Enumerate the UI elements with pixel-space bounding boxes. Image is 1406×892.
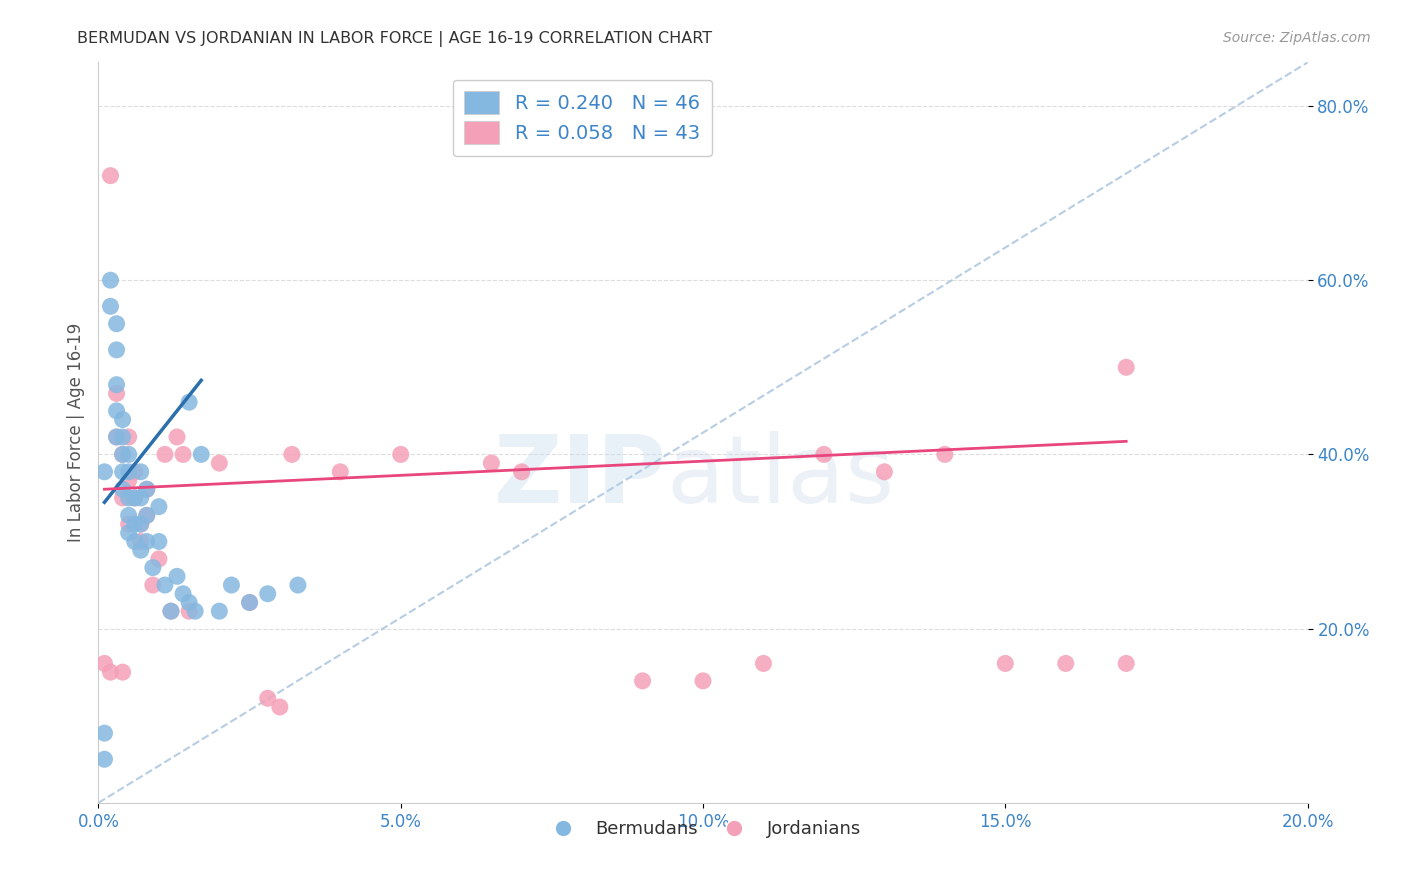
Point <box>129 465 152 479</box>
Point <box>105 404 128 418</box>
Point <box>179 395 201 409</box>
Point <box>1054 657 1077 671</box>
Point <box>118 474 141 488</box>
Point <box>100 299 122 313</box>
Point <box>118 525 141 540</box>
Point <box>208 456 231 470</box>
Point <box>142 560 165 574</box>
Point <box>118 430 141 444</box>
Point <box>172 447 194 461</box>
Point <box>118 517 141 532</box>
Point <box>752 657 775 671</box>
Point <box>124 491 146 505</box>
Point <box>129 543 152 558</box>
Point <box>287 578 309 592</box>
Point <box>118 447 141 461</box>
Point <box>148 500 170 514</box>
Point <box>239 595 262 609</box>
Text: ZIP: ZIP <box>494 431 666 523</box>
Point <box>124 465 146 479</box>
Point <box>166 430 188 444</box>
Point <box>813 447 835 461</box>
Point <box>111 447 134 461</box>
Point <box>129 491 152 505</box>
Point <box>111 412 134 426</box>
Point <box>148 552 170 566</box>
Point <box>135 534 157 549</box>
Y-axis label: In Labor Force | Age 16-19: In Labor Force | Age 16-19 <box>66 323 84 542</box>
Point <box>100 273 122 287</box>
Point <box>111 491 134 505</box>
Point <box>124 517 146 532</box>
Point <box>111 447 134 461</box>
Point <box>93 752 115 766</box>
Point <box>135 482 157 496</box>
Point <box>111 482 134 496</box>
Point <box>135 482 157 496</box>
Point <box>100 169 122 183</box>
Point <box>124 491 146 505</box>
Point <box>873 465 896 479</box>
Point <box>256 587 278 601</box>
Point <box>93 465 115 479</box>
Point <box>129 517 152 532</box>
Point <box>221 578 243 592</box>
Point <box>142 578 165 592</box>
Point <box>481 456 503 470</box>
Point <box>281 447 304 461</box>
Text: atlas: atlas <box>666 431 896 523</box>
Point <box>1115 360 1137 375</box>
Point <box>111 665 134 680</box>
Point <box>329 465 352 479</box>
Point <box>105 377 128 392</box>
Point <box>100 665 122 680</box>
Point <box>1115 657 1137 671</box>
Point <box>994 657 1017 671</box>
Point <box>190 447 212 461</box>
Legend: Bermudans, Jordanians: Bermudans, Jordanians <box>537 814 869 846</box>
Point <box>129 534 152 549</box>
Point <box>934 447 956 461</box>
Text: BERMUDAN VS JORDANIAN IN LABOR FORCE | AGE 16-19 CORRELATION CHART: BERMUDAN VS JORDANIAN IN LABOR FORCE | A… <box>77 31 713 47</box>
Point <box>256 691 278 706</box>
Point <box>105 430 128 444</box>
Point <box>179 604 201 618</box>
Point <box>118 465 141 479</box>
Point <box>510 465 533 479</box>
Point <box>179 595 201 609</box>
Point <box>105 430 128 444</box>
Point <box>692 673 714 688</box>
Point <box>135 508 157 523</box>
Point <box>160 604 183 618</box>
Text: Source: ZipAtlas.com: Source: ZipAtlas.com <box>1223 31 1371 45</box>
Point <box>160 604 183 618</box>
Point <box>118 491 141 505</box>
Point <box>105 317 128 331</box>
Point <box>118 508 141 523</box>
Point <box>111 465 134 479</box>
Point <box>153 578 176 592</box>
Point <box>93 726 115 740</box>
Point <box>105 386 128 401</box>
Point <box>269 700 291 714</box>
Point <box>184 604 207 618</box>
Point <box>172 587 194 601</box>
Point <box>389 447 412 461</box>
Point <box>129 517 152 532</box>
Point <box>111 430 134 444</box>
Point <box>153 447 176 461</box>
Point <box>208 604 231 618</box>
Point <box>105 343 128 357</box>
Point <box>166 569 188 583</box>
Point <box>631 673 654 688</box>
Point <box>135 508 157 523</box>
Point <box>239 595 262 609</box>
Point <box>124 534 146 549</box>
Point <box>93 657 115 671</box>
Point <box>148 534 170 549</box>
